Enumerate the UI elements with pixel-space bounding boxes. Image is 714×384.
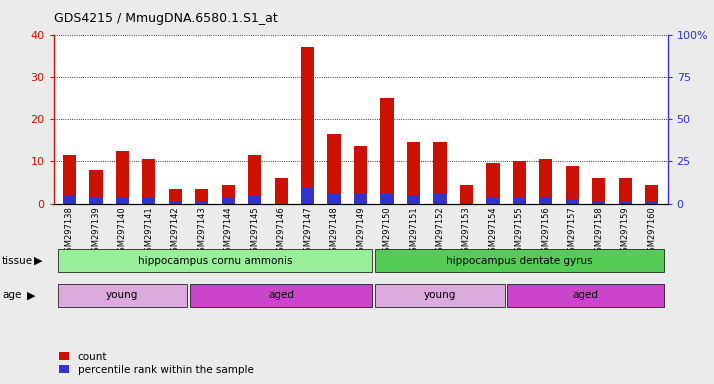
Bar xyxy=(645,201,658,204)
Bar xyxy=(539,198,553,204)
Bar xyxy=(508,284,663,307)
Text: ▶: ▶ xyxy=(34,256,43,266)
Bar xyxy=(142,197,156,204)
Bar xyxy=(618,178,632,204)
Text: tissue: tissue xyxy=(2,256,34,266)
Bar xyxy=(301,187,314,204)
Bar xyxy=(248,155,261,204)
Bar xyxy=(328,194,341,204)
Bar xyxy=(513,198,526,204)
Text: hippocampus dentate gyrus: hippocampus dentate gyrus xyxy=(446,256,593,266)
Bar xyxy=(433,194,446,204)
Bar xyxy=(618,202,632,204)
Bar xyxy=(116,197,129,204)
Bar xyxy=(221,198,235,204)
Bar xyxy=(328,134,341,204)
Bar xyxy=(486,198,500,204)
Bar xyxy=(375,249,663,272)
Bar xyxy=(169,189,182,204)
Bar xyxy=(89,198,103,204)
Bar xyxy=(116,151,129,204)
Bar xyxy=(460,203,473,204)
Bar xyxy=(195,201,208,204)
Bar xyxy=(592,201,605,204)
Bar xyxy=(375,284,505,307)
Bar xyxy=(275,178,288,204)
Bar xyxy=(592,178,605,204)
Bar xyxy=(63,195,76,204)
Bar xyxy=(195,189,208,204)
Text: ▶: ▶ xyxy=(27,290,36,300)
Text: hippocampus cornu ammonis: hippocampus cornu ammonis xyxy=(138,256,292,266)
Bar xyxy=(58,284,187,307)
Bar xyxy=(142,159,156,204)
Bar xyxy=(407,195,420,204)
Bar xyxy=(513,161,526,204)
Bar xyxy=(89,170,103,204)
Bar xyxy=(486,164,500,204)
Bar xyxy=(58,249,373,272)
Bar xyxy=(169,202,182,204)
Bar xyxy=(301,47,314,204)
Bar xyxy=(407,142,420,204)
Bar xyxy=(460,185,473,204)
Text: young: young xyxy=(424,290,456,300)
Bar xyxy=(565,166,579,204)
Bar xyxy=(645,185,658,204)
Text: GDS4215 / MmugDNA.6580.1.S1_at: GDS4215 / MmugDNA.6580.1.S1_at xyxy=(54,12,277,25)
Bar xyxy=(354,194,367,204)
Bar xyxy=(354,147,367,204)
Text: young: young xyxy=(106,290,139,300)
Bar xyxy=(381,98,393,204)
Text: aged: aged xyxy=(573,290,598,300)
Bar xyxy=(248,195,261,204)
Bar xyxy=(381,194,393,204)
Bar xyxy=(221,185,235,204)
Bar xyxy=(63,155,76,204)
Text: aged: aged xyxy=(268,290,294,300)
Bar xyxy=(190,284,373,307)
Bar xyxy=(565,199,579,204)
Bar xyxy=(539,159,553,204)
Text: age: age xyxy=(2,290,21,300)
Bar xyxy=(433,142,446,204)
Legend: count, percentile rank within the sample: count, percentile rank within the sample xyxy=(59,352,253,375)
